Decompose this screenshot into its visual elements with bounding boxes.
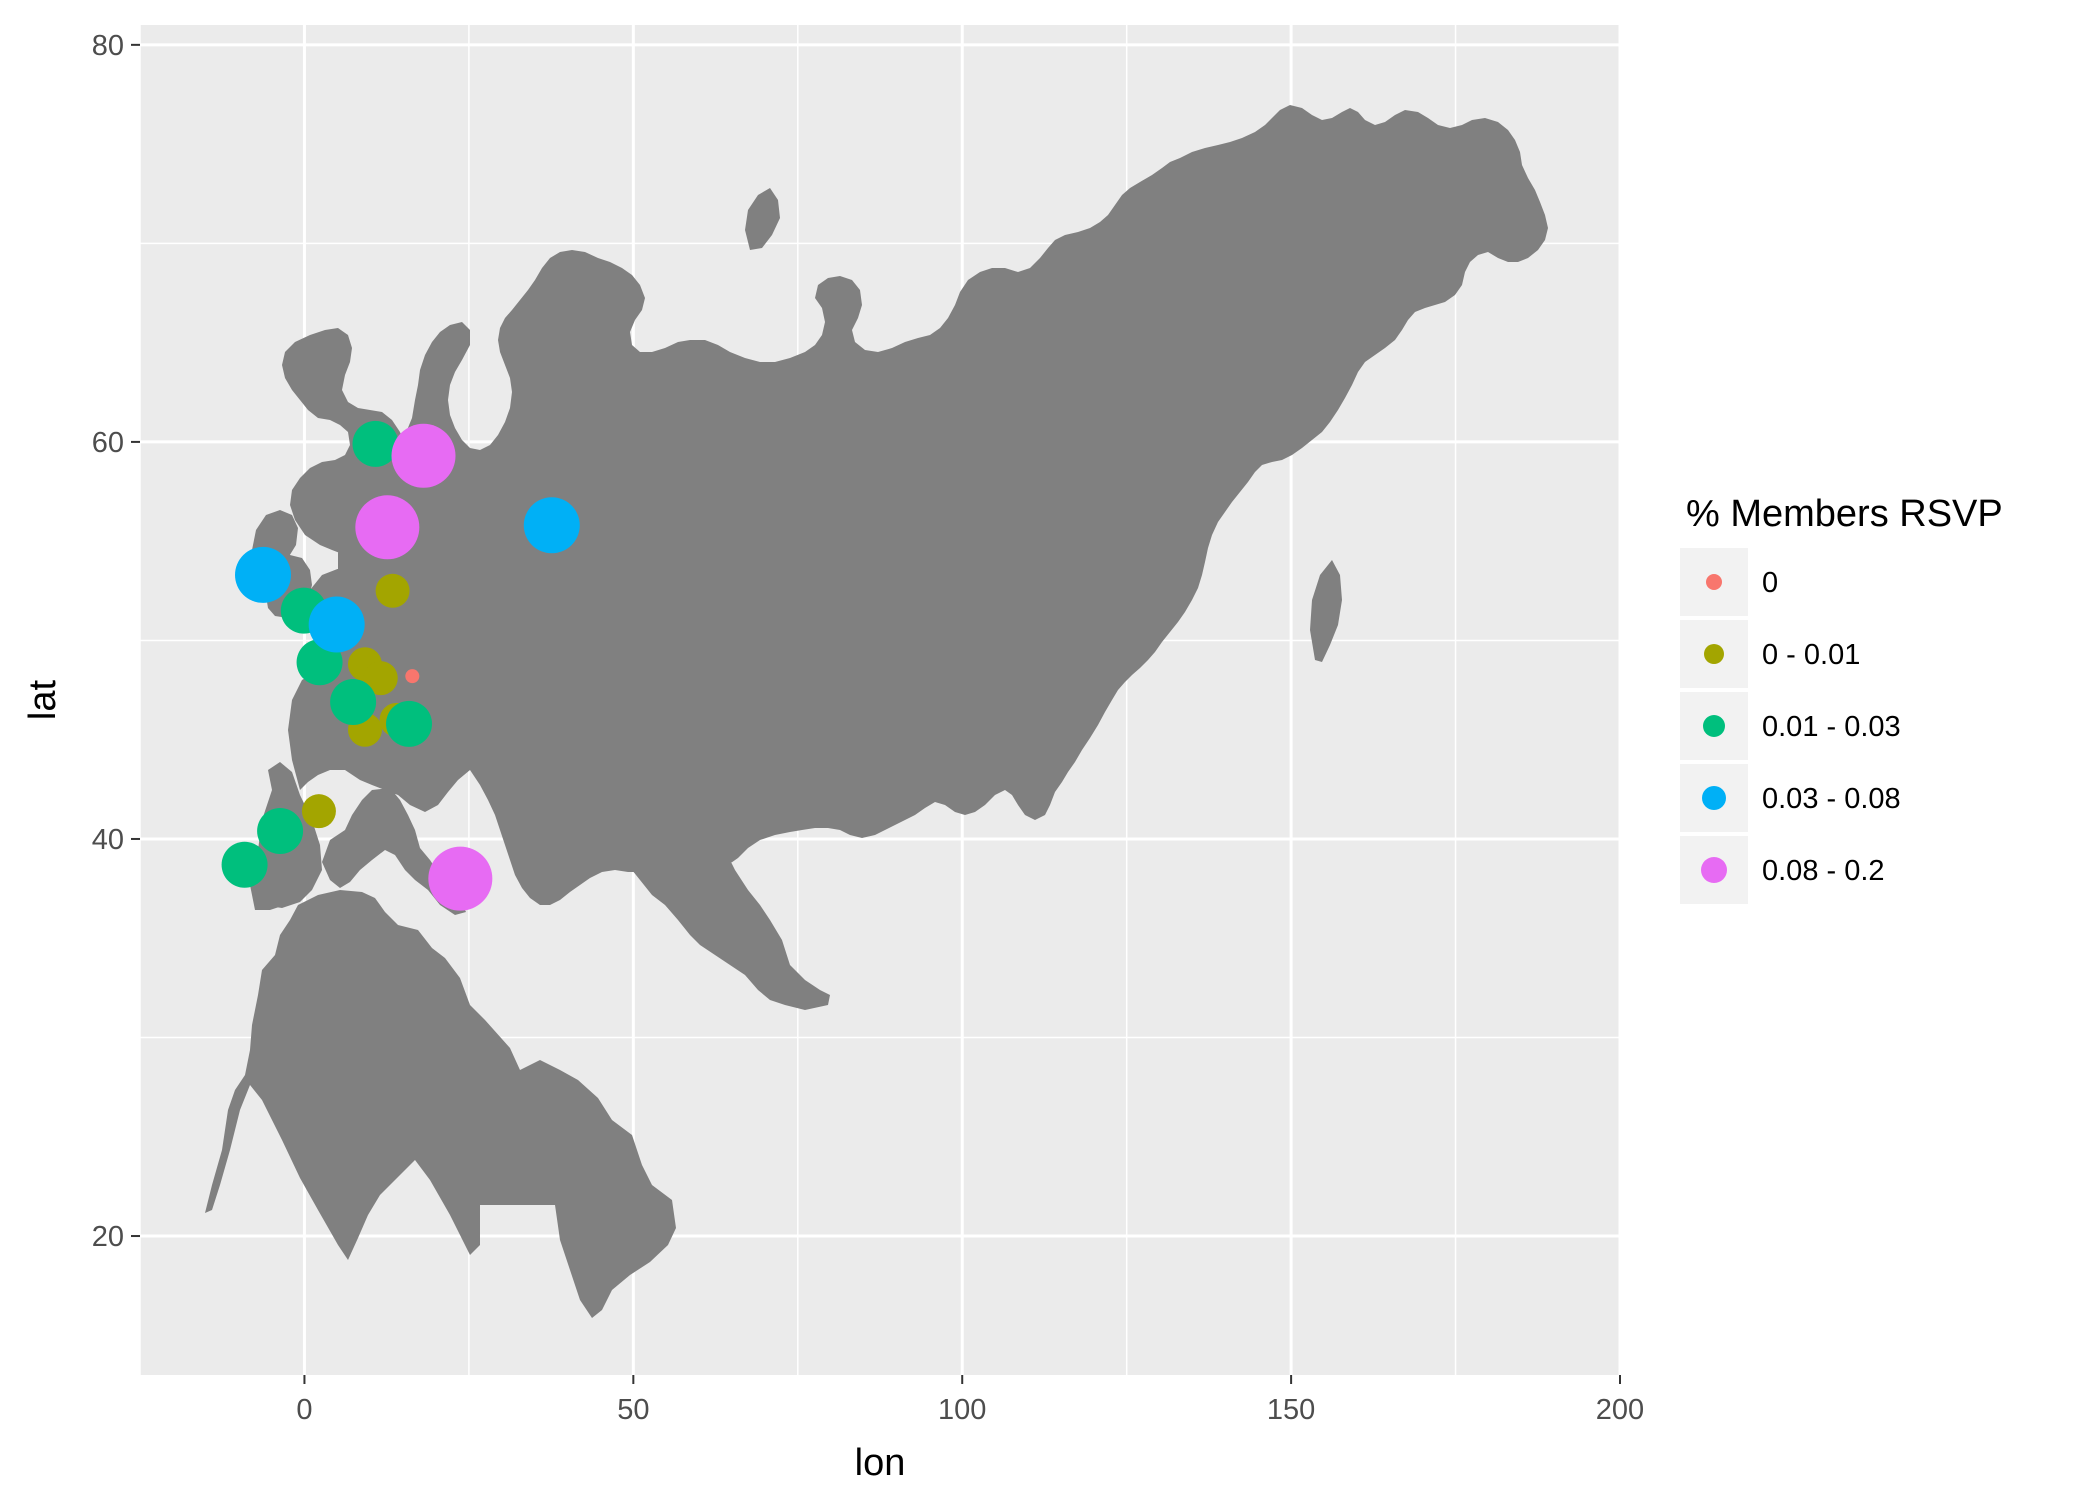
y-tick-label: 40 bbox=[92, 824, 124, 856]
axis-ticks: 0 50 100 150 200 20 40 60 80 bbox=[92, 30, 1644, 1426]
x-tick-label: 50 bbox=[617, 1394, 649, 1426]
y-tick-label: 60 bbox=[92, 427, 124, 459]
legend-swatch bbox=[1702, 786, 1726, 810]
x-tick-label: 0 bbox=[296, 1394, 312, 1426]
legend-swatch bbox=[1703, 715, 1725, 737]
data-point bbox=[308, 596, 365, 653]
legend-label: 0.08 - 0.2 bbox=[1762, 855, 1885, 887]
y-tick-label: 20 bbox=[92, 1221, 124, 1253]
points-layer bbox=[221, 420, 580, 911]
data-point bbox=[391, 423, 456, 488]
x-axis-title: lon bbox=[855, 1442, 906, 1484]
legend: % Members RSVP 0 0 - 0.01 0.01 - 0.03 0.03 … bbox=[1680, 493, 2003, 904]
data-point bbox=[235, 546, 292, 603]
data-point bbox=[221, 841, 268, 888]
x-tick-label: 100 bbox=[938, 1394, 986, 1426]
x-tick-label: 200 bbox=[1596, 1394, 1644, 1426]
data-point bbox=[523, 497, 580, 554]
legend-label: 0.01 - 0.03 bbox=[1762, 711, 1901, 743]
legend-label: 0 bbox=[1762, 567, 1778, 599]
y-tick-label: 80 bbox=[92, 30, 124, 62]
data-point bbox=[428, 846, 493, 911]
legend-swatch bbox=[1704, 644, 1724, 664]
data-point bbox=[375, 573, 410, 608]
legend-title: % Members RSVP bbox=[1686, 493, 2003, 535]
legend-label: 0 - 0.01 bbox=[1762, 639, 1860, 671]
legend-swatch bbox=[1701, 857, 1727, 883]
land-mass bbox=[205, 105, 1548, 1318]
legend-swatch bbox=[1706, 574, 1722, 590]
data-point bbox=[363, 661, 398, 696]
data-point bbox=[352, 420, 399, 467]
x-tick-label: 150 bbox=[1267, 1394, 1315, 1426]
legend-label: 0.03 - 0.08 bbox=[1762, 783, 1901, 815]
data-point bbox=[301, 794, 336, 829]
legend-items: 0 0 - 0.01 0.01 - 0.03 0.03 - 0.08 0.08 - 0.… bbox=[1680, 548, 1901, 904]
data-point bbox=[355, 495, 420, 560]
data-point bbox=[386, 700, 433, 747]
y-axis-title: lat bbox=[22, 679, 64, 720]
data-point bbox=[330, 678, 377, 725]
data-point bbox=[405, 669, 420, 684]
data-point bbox=[257, 808, 304, 855]
